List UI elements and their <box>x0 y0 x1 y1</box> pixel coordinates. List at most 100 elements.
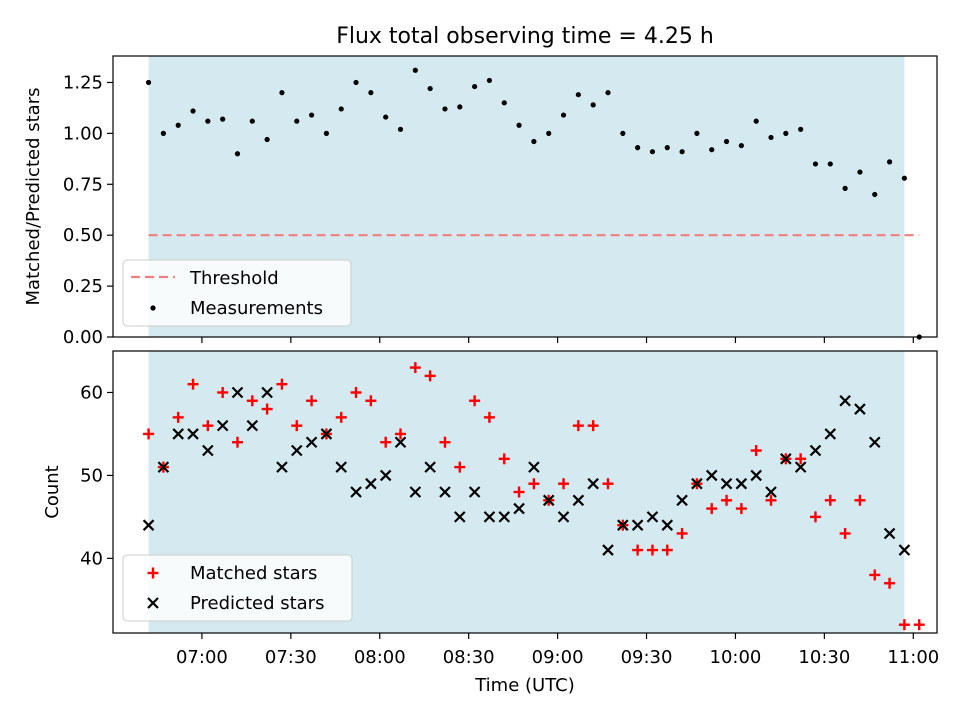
matched-star-point <box>572 420 584 432</box>
matched-star-point <box>602 478 614 490</box>
cross-b <box>468 486 481 498</box>
cross-b <box>765 486 777 498</box>
measurement-point <box>472 83 478 90</box>
x-tick-label: 10:30 <box>798 647 850 668</box>
predicted-star-point <box>617 519 629 531</box>
x-tick-label: 11:00 <box>887 647 939 668</box>
matched-star-point <box>365 395 377 407</box>
bottom-y-axis-label: Count <box>42 465 63 518</box>
cross-b <box>513 502 525 515</box>
bottom-y-ticks: 40 50 60 <box>80 382 113 569</box>
matched-star-point <box>261 403 273 415</box>
cross-b <box>809 444 822 457</box>
predicted-star-point <box>691 477 703 490</box>
top-x-tick-marks <box>201 337 914 343</box>
measurement-point <box>279 90 285 96</box>
measurement-point <box>694 130 700 136</box>
cross-b <box>691 477 703 490</box>
matched-star-point <box>884 577 896 589</box>
matched-star-point <box>587 420 599 432</box>
measurement-point <box>457 104 463 110</box>
cross-b <box>394 436 407 449</box>
predicted-star-point <box>335 461 348 473</box>
y-tick-label: 40 <box>80 548 103 569</box>
cross-b <box>661 519 674 531</box>
matched-star-point <box>335 411 347 423</box>
cross-b <box>646 511 659 523</box>
cross-b <box>676 494 688 507</box>
cross-b <box>409 486 422 498</box>
matched-star-point <box>143 428 155 440</box>
y-tick-label: 0.25 <box>63 276 103 297</box>
measurement-point <box>738 142 744 149</box>
measurement-point <box>516 122 522 128</box>
matched-star-point <box>409 362 421 374</box>
measurement-point <box>397 126 404 132</box>
matched-star-point <box>202 420 214 432</box>
legend-cross-marker <box>147 597 159 609</box>
predicted-star-point <box>883 527 896 540</box>
matched-star-point <box>854 494 866 506</box>
cross-b <box>750 469 762 482</box>
cross-b <box>147 597 159 609</box>
measurement-point <box>635 145 641 151</box>
bottom-legend-box <box>122 554 353 622</box>
cross-b <box>365 477 377 490</box>
matched-star-point <box>483 411 495 423</box>
predicted-star-point <box>246 419 259 432</box>
predicted-star-point <box>809 444 822 457</box>
predicted-star-point <box>661 519 674 531</box>
bottom-panel: 40 50 60 07:00 07:30 08:00 08:30 09:00 09:30 10:… <box>42 350 939 696</box>
cross-b <box>187 428 199 440</box>
cross-b <box>276 461 288 473</box>
predicted-star-point <box>676 494 688 507</box>
legend-plus-marker <box>147 567 159 579</box>
matched-star-point <box>380 436 392 448</box>
matched-star-point <box>706 503 718 515</box>
predicted-star-point <box>216 419 229 432</box>
matched-star-point <box>498 453 510 465</box>
measurement-point <box>175 122 181 128</box>
x-tick-label: 07:00 <box>176 647 228 668</box>
predicted-star-point <box>142 519 155 531</box>
predicted-star-point <box>602 544 614 556</box>
predicted-star-point <box>276 461 288 473</box>
bottom-axes-frame <box>112 350 938 634</box>
cross-b <box>350 486 362 498</box>
top-y-ticks: 0.00 0.25 0.50 0.75 1.00 1.25 <box>63 72 113 348</box>
top-panel: 0.00 0.25 0.50 0.75 1.00 1.25 Flux total obse… <box>23 24 938 348</box>
cross-b <box>735 477 748 490</box>
y-tick-label: 1.25 <box>63 72 103 93</box>
predicted-star-point <box>305 436 318 449</box>
cross-b <box>216 419 229 432</box>
measurement-point <box>901 175 907 181</box>
predicted-star-point <box>854 403 866 415</box>
legend-predicted-label: Predicted stars <box>190 593 324 614</box>
measurement-point <box>798 126 804 132</box>
legend-measurements-label: Measurements <box>190 298 323 319</box>
predicted-star-point <box>720 477 733 490</box>
cross-b <box>335 461 348 473</box>
predicted-star-point <box>261 386 273 399</box>
matched-star-point <box>824 494 836 506</box>
cross-b <box>290 444 303 457</box>
predicted-star-point <box>157 461 170 473</box>
measurement-point <box>383 114 389 120</box>
matched-star-point <box>558 478 570 490</box>
predicted-star-point <box>498 511 511 523</box>
predicted-star-point <box>394 436 407 449</box>
cross-b <box>898 544 911 556</box>
matched-star-point <box>632 544 644 556</box>
matched-star-point <box>869 569 881 581</box>
matched-star-point <box>795 453 807 465</box>
measurement-point <box>620 130 626 136</box>
measurement-point <box>857 169 863 175</box>
matched-star-point <box>172 411 184 423</box>
predicted-star-point <box>231 386 244 399</box>
measurement-point <box>205 118 211 124</box>
predicted-star-point <box>365 477 377 490</box>
measurement-point <box>501 100 507 106</box>
matched-star-point <box>291 420 303 432</box>
predicted-star-point <box>409 486 422 498</box>
cross-b <box>261 386 273 399</box>
